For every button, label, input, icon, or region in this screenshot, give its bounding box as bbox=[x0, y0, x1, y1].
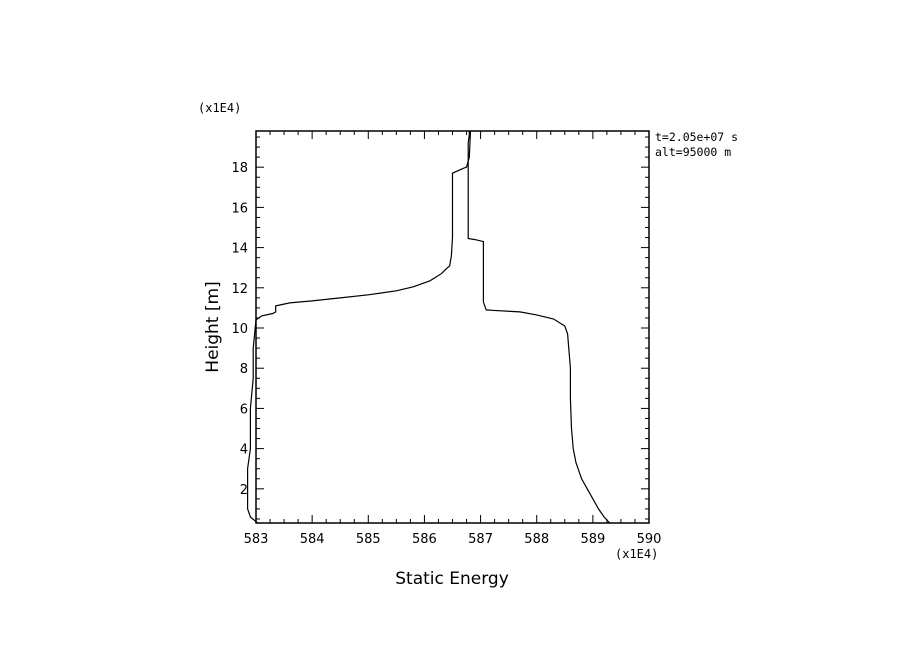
x-tick-label: 584 bbox=[300, 532, 325, 547]
y-tick-label: 18 bbox=[231, 161, 248, 176]
time-annotation: t=2.05e+07 s bbox=[655, 130, 738, 144]
y-tick-label: 16 bbox=[231, 201, 248, 216]
y-tick-label: 4 bbox=[240, 443, 248, 458]
y-tick-label: 10 bbox=[231, 322, 248, 337]
x-tick-label: 590 bbox=[637, 532, 662, 547]
x-tick-label: 583 bbox=[244, 532, 269, 547]
x-tick-label: 589 bbox=[580, 532, 605, 547]
x-multiplier-label: (x1E4) bbox=[615, 547, 658, 561]
y-axis-title: Height [m] bbox=[203, 281, 223, 372]
x-tick-label: 588 bbox=[524, 532, 549, 547]
static-energy-profile-line-2 bbox=[467, 157, 611, 523]
x-axis-title: Static Energy bbox=[395, 569, 509, 589]
y-tick-label: 14 bbox=[231, 242, 248, 257]
x-tick-label: 586 bbox=[412, 532, 437, 547]
static-energy-profile-line-1 bbox=[247, 131, 472, 523]
y-tick-label: 2 bbox=[240, 483, 248, 498]
altitude-annotation: alt=95000 m bbox=[655, 145, 731, 159]
y-tick-label: 8 bbox=[240, 362, 248, 377]
y-tick-label: 12 bbox=[231, 282, 248, 297]
y-multiplier-label: (x1E4) bbox=[198, 101, 241, 115]
x-tick-label: 587 bbox=[468, 532, 493, 547]
x-tick-label: 585 bbox=[356, 532, 381, 547]
y-tick-label: 6 bbox=[240, 402, 248, 417]
plot-frame bbox=[255, 130, 650, 524]
